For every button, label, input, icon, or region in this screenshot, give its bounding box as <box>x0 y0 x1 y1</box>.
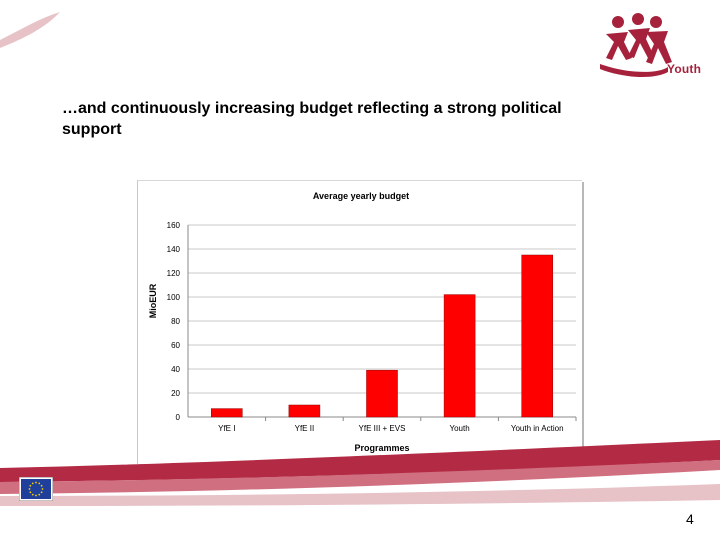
flag-star <box>29 484 32 487</box>
y-tick-label: 0 <box>176 413 181 422</box>
eu-flag-icon <box>19 477 53 501</box>
y-tick-label: 80 <box>171 317 180 326</box>
bar-chart: Average yearly budget MioEUR Programmes … <box>148 191 577 453</box>
flag-star <box>40 484 43 487</box>
chart-title: Average yearly budget <box>313 191 409 201</box>
bar <box>288 404 321 418</box>
flag-star <box>28 488 31 490</box>
y-tick-label: 20 <box>171 389 180 398</box>
slide-title: …and continuously increasing budget refl… <box>62 100 562 138</box>
x-axis-label: Programmes <box>354 443 409 453</box>
flag-star <box>40 491 43 494</box>
x-tick-label: Youth in Action <box>511 424 564 433</box>
flag-star <box>31 482 34 485</box>
y-tick-label: 40 <box>171 365 180 374</box>
bar <box>366 369 398 418</box>
y-axis-label: MioEUR <box>148 283 158 318</box>
y-tick-label: 100 <box>167 293 181 302</box>
x-tick-label: YfE III + EVS <box>359 424 406 433</box>
top-decorative-swoosh <box>0 12 60 48</box>
bar <box>521 254 553 418</box>
y-tick-label: 140 <box>167 245 181 254</box>
y-tick-label: 60 <box>171 341 180 350</box>
flag-star <box>38 493 41 496</box>
flag-star <box>29 491 32 494</box>
chart-frame: Average yearly budget MioEUR Programmes … <box>137 180 582 464</box>
bottom-decorative-swoosh <box>0 440 720 506</box>
x-tick-label: YfE II <box>295 424 315 433</box>
youth-figures-icon <box>600 13 672 78</box>
x-tick-label: Youth <box>450 424 470 433</box>
x-tick-label: YfE I <box>218 424 235 433</box>
flag-star <box>35 481 37 484</box>
flag-star <box>38 482 41 485</box>
flag-star <box>41 488 44 490</box>
bar <box>211 408 243 418</box>
logo-text: Youth <box>667 62 702 76</box>
page-number: 4 <box>686 511 694 527</box>
y-tick-label: 160 <box>167 221 181 230</box>
bar <box>443 294 476 418</box>
flag-star <box>35 494 37 497</box>
y-tick-label: 120 <box>167 269 181 278</box>
flag-star <box>31 493 34 496</box>
